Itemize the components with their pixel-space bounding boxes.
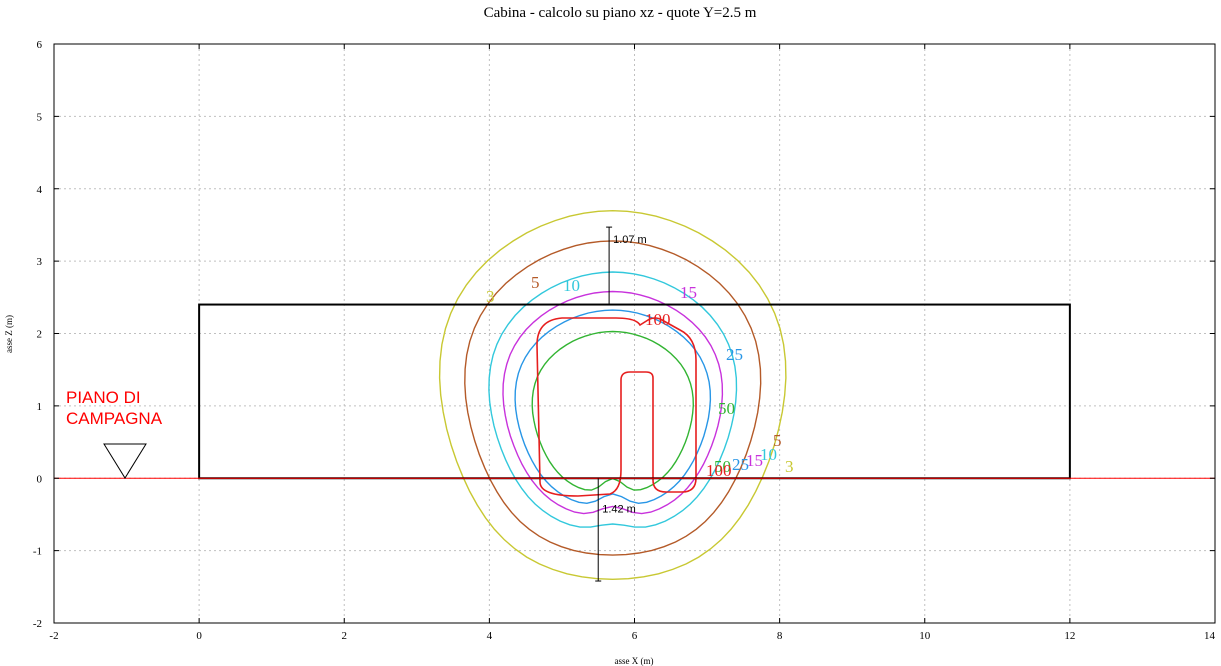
- x-tick-label: 8: [777, 630, 783, 642]
- contour-line-3: [438, 209, 787, 581]
- y-tick-label: 1: [37, 401, 43, 413]
- contour-label-5: 5: [531, 273, 540, 292]
- chart-title: Cabina - calcolo su piano xz - quote Y=2…: [484, 5, 757, 21]
- contour-label-15: 15: [746, 451, 763, 470]
- contour-label-10: 10: [563, 276, 580, 295]
- y-tick-label: 6: [37, 39, 43, 51]
- x-axis-label: asse X (m): [615, 656, 654, 666]
- x-tick-label: 6: [632, 630, 638, 642]
- contour-line-25: [514, 309, 712, 505]
- x-tick-label: 10: [919, 630, 931, 642]
- contour-lines: [438, 209, 787, 581]
- contour-label-3: 3: [486, 287, 495, 306]
- y-tick-label: 5: [37, 111, 43, 123]
- grid-lines: [54, 44, 1215, 623]
- contour-line-5: [464, 240, 762, 556]
- ground-marker-triangle: [103, 443, 147, 479]
- dimension-label: 1.07 m: [613, 234, 647, 246]
- x-tick-label: 14: [1204, 630, 1216, 642]
- y-tick-label: -2: [33, 618, 42, 630]
- ground-label-line-1: PIANO DI: [66, 388, 141, 407]
- x-tick-label: 2: [342, 630, 348, 642]
- contour-line-10: [488, 271, 738, 528]
- y-tick-label: 0: [37, 473, 43, 485]
- ground-label-line-2: CAMPAGNA: [66, 409, 163, 428]
- x-tick-label: 4: [487, 630, 493, 642]
- contour-label-100: 100: [645, 310, 671, 329]
- contour-line-100: [536, 317, 697, 497]
- contour-label-25: 25: [732, 455, 749, 474]
- contour-label-100: 100: [706, 461, 732, 480]
- dimension-lines: 1.07 m 1.42 m: [595, 226, 647, 582]
- y-tick-label: -1: [33, 546, 42, 558]
- contour-line-15: [502, 290, 724, 515]
- contour-label-50: 50: [714, 457, 731, 476]
- y-tick-label: 3: [37, 256, 43, 268]
- y-axis-label: asse Z (m): [4, 315, 14, 353]
- y-tick-label: 4: [37, 184, 43, 196]
- contour-label-50: 50: [718, 399, 735, 418]
- y-axis-ticks: -2 -1 0 1 2 3 4 5 6: [33, 39, 1215, 630]
- contour-label-3: 3: [785, 457, 794, 476]
- y-tick-label: 2: [37, 329, 43, 341]
- contour-label-15: 15: [680, 283, 697, 302]
- contour-label-10: 10: [760, 445, 777, 464]
- x-tick-label: 0: [196, 630, 202, 642]
- contour-label-25: 25: [726, 345, 743, 364]
- dimension-label: 1.42 m: [602, 503, 636, 515]
- x-tick-label: -2: [49, 630, 58, 642]
- x-tick-label: 12: [1064, 630, 1075, 642]
- contour-label-5: 5: [773, 431, 782, 450]
- x-axis-ticks: -2 0 2 4 6 8 10 12 14: [49, 44, 1216, 642]
- contour-line-50: [531, 330, 695, 491]
